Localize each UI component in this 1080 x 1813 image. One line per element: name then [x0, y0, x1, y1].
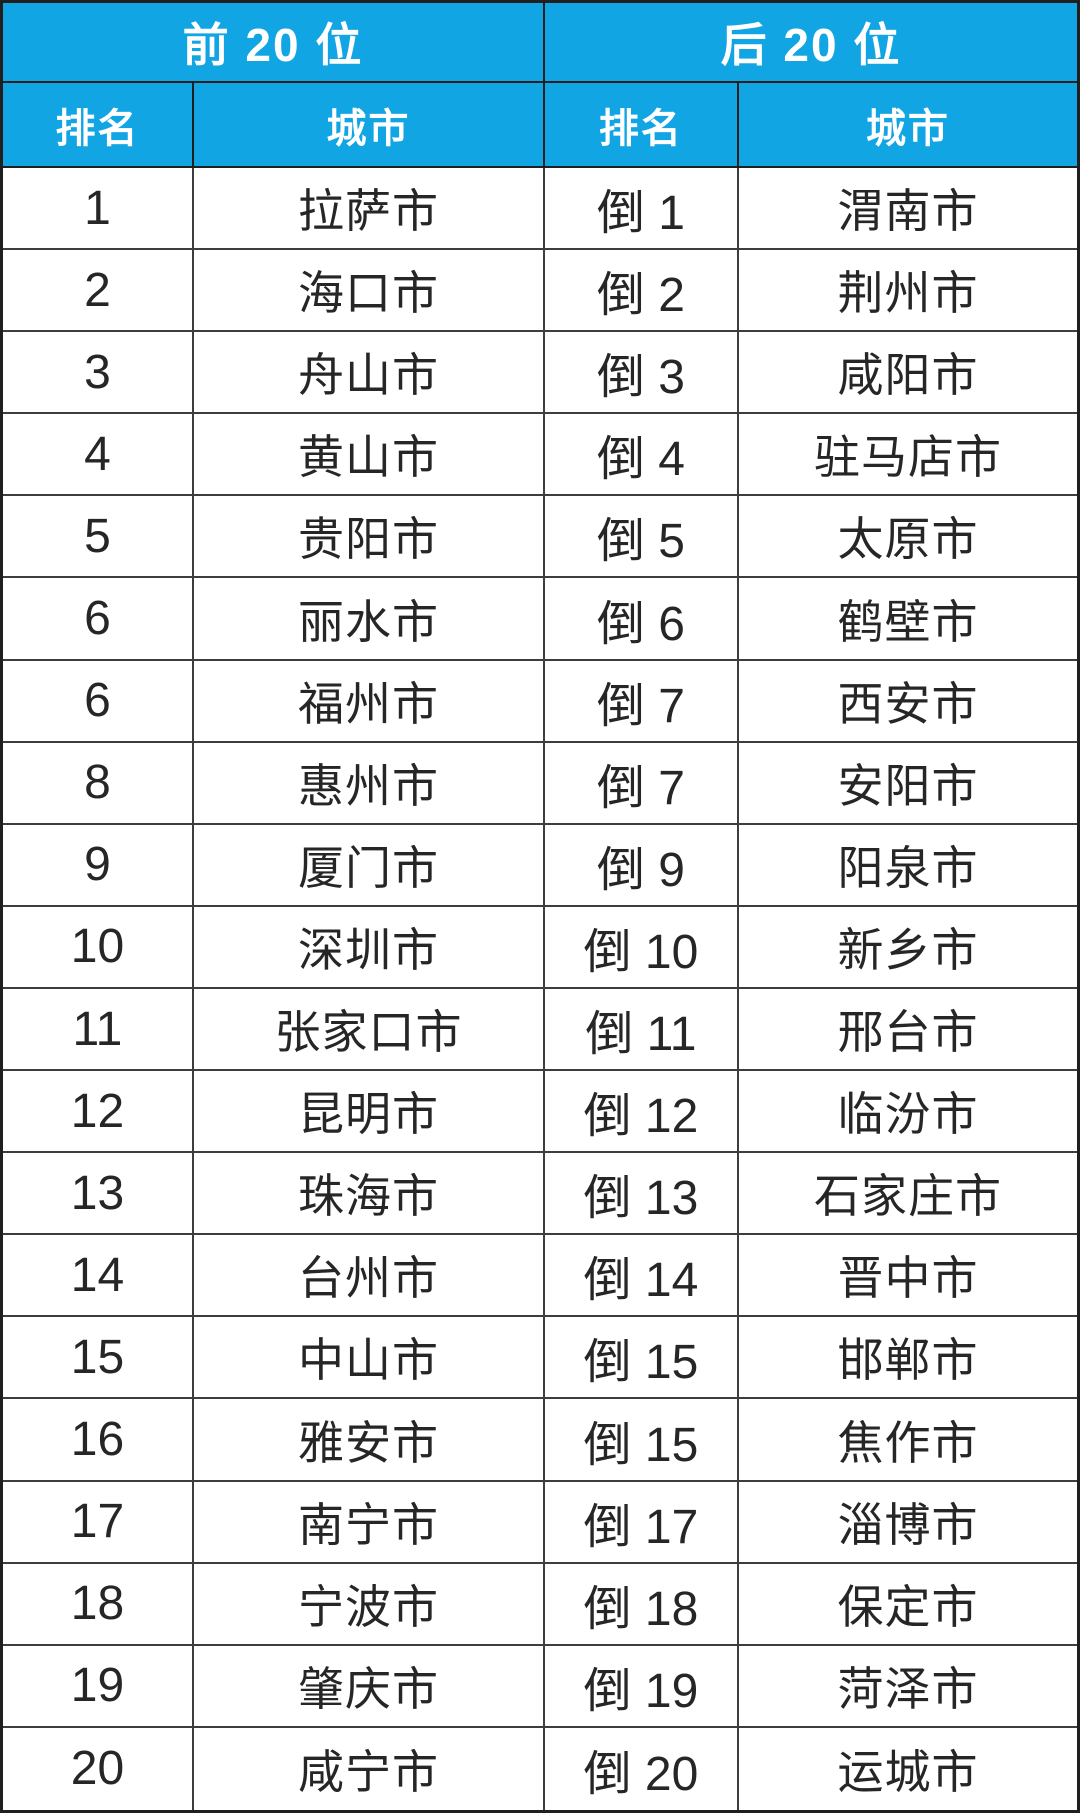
top-rank-cell: 20	[3, 1727, 194, 1810]
bottom-city-cell: 运城市	[738, 1727, 1077, 1810]
top-rank-cell: 2	[3, 250, 194, 333]
city-column-header-left: 城市	[193, 83, 545, 168]
top-rank-cell: 6	[3, 660, 194, 743]
top-rank-cell: 17	[3, 1481, 194, 1564]
top-city-cell: 海口市	[193, 250, 545, 333]
top-rank-cell: 3	[3, 332, 194, 415]
top-rank-cell: 13	[3, 1153, 194, 1236]
bottom-city-cell: 太原市	[738, 496, 1077, 579]
top-city-cell: 台州市	[193, 1235, 545, 1318]
bottom-city-cell: 邢台市	[738, 988, 1077, 1072]
bottom-rank-cell: 倒 6	[544, 578, 739, 661]
top-city-cell: 南宁市	[193, 1481, 545, 1564]
top-city-cell: 咸宁市	[193, 1727, 545, 1810]
top-rank-cell: 11	[3, 988, 194, 1072]
bottom-city-cell: 邯郸市	[738, 1317, 1077, 1400]
bottom-rank-cell: 倒 7	[544, 660, 739, 743]
bottom-city-cell: 淄博市	[738, 1481, 1077, 1564]
top-rank-cell: 16	[3, 1399, 194, 1482]
rank-column-header-right: 排名	[544, 83, 739, 168]
bottom-rank-cell: 倒 20	[544, 1727, 739, 1810]
top-city-cell: 厦门市	[193, 824, 545, 907]
top-city-cell: 福州市	[193, 660, 545, 743]
bottom-rank-cell: 倒 11	[544, 988, 739, 1072]
bottom-city-cell: 荆州市	[738, 250, 1077, 333]
bottom-rank-cell: 倒 15	[544, 1399, 739, 1482]
bottom-city-cell: 驻马店市	[738, 414, 1077, 497]
bottom-city-cell: 安阳市	[738, 742, 1077, 825]
bottom-city-cell: 晋中市	[738, 1235, 1077, 1318]
bottom-city-cell: 鹤壁市	[738, 578, 1077, 661]
bottom-city-cell: 阳泉市	[738, 824, 1077, 907]
bottom-city-cell: 焦作市	[738, 1399, 1077, 1482]
bottom-rank-cell: 倒 1	[544, 168, 739, 251]
bottom-rank-cell: 倒 15	[544, 1317, 739, 1400]
top-rank-cell: 5	[3, 496, 194, 579]
bottom-city-cell: 咸阳市	[738, 332, 1077, 415]
top-rank-cell: 6	[3, 578, 194, 661]
top-rank-cell: 9	[3, 824, 194, 907]
top-city-cell: 肇庆市	[193, 1645, 545, 1728]
bottom-rank-cell: 倒 17	[544, 1481, 739, 1564]
bottom-rank-cell: 倒 19	[544, 1645, 739, 1728]
top-city-cell: 舟山市	[193, 332, 545, 415]
rank-column-header-left: 排名	[3, 83, 194, 168]
top-city-cell: 昆明市	[193, 1071, 545, 1154]
top-city-cell: 珠海市	[193, 1153, 545, 1236]
top-city-cell: 惠州市	[193, 742, 545, 825]
bottom-rank-cell: 倒 14	[544, 1235, 739, 1318]
city-column-header-right: 城市	[738, 83, 1077, 168]
top-20-group-header: 前 20 位	[3, 3, 545, 83]
bottom-rank-cell: 倒 12	[544, 1071, 739, 1154]
bottom-city-cell: 西安市	[738, 660, 1077, 743]
top-rank-cell: 1	[3, 168, 194, 251]
bottom-rank-cell: 倒 3	[544, 332, 739, 415]
top-rank-cell: 12	[3, 1071, 194, 1154]
bottom-rank-cell: 倒 13	[544, 1153, 739, 1236]
top-city-cell: 中山市	[193, 1317, 545, 1400]
top-rank-cell: 4	[3, 414, 194, 497]
bottom-20-group-header: 后 20 位	[544, 3, 1077, 83]
top-rank-cell: 14	[3, 1235, 194, 1318]
top-city-cell: 宁波市	[193, 1563, 545, 1646]
top-city-cell: 张家口市	[193, 988, 545, 1072]
top-rank-cell: 18	[3, 1563, 194, 1646]
bottom-city-cell: 菏泽市	[738, 1645, 1077, 1728]
bottom-rank-cell: 倒 18	[544, 1563, 739, 1646]
top-city-cell: 拉萨市	[193, 168, 545, 251]
bottom-rank-cell: 倒 2	[544, 250, 739, 333]
top-city-cell: 雅安市	[193, 1399, 545, 1482]
bottom-rank-cell: 倒 7	[544, 742, 739, 825]
top-city-cell: 丽水市	[193, 578, 545, 661]
top-rank-cell: 19	[3, 1645, 194, 1728]
bottom-city-cell: 临汾市	[738, 1071, 1077, 1154]
top-city-cell: 贵阳市	[193, 496, 545, 579]
top-rank-cell: 8	[3, 742, 194, 825]
bottom-rank-cell: 倒 4	[544, 414, 739, 497]
top-rank-cell: 15	[3, 1317, 194, 1400]
bottom-rank-cell: 倒 5	[544, 496, 739, 579]
top-city-cell: 深圳市	[193, 906, 545, 989]
bottom-rank-cell: 倒 10	[544, 906, 739, 989]
bottom-city-cell: 新乡市	[738, 906, 1077, 989]
bottom-city-cell: 渭南市	[738, 168, 1077, 251]
bottom-city-cell: 保定市	[738, 1563, 1077, 1646]
top-rank-cell: 10	[3, 906, 194, 989]
bottom-rank-cell: 倒 9	[544, 824, 739, 907]
top-city-cell: 黄山市	[193, 414, 545, 497]
bottom-city-cell: 石家庄市	[738, 1153, 1077, 1236]
